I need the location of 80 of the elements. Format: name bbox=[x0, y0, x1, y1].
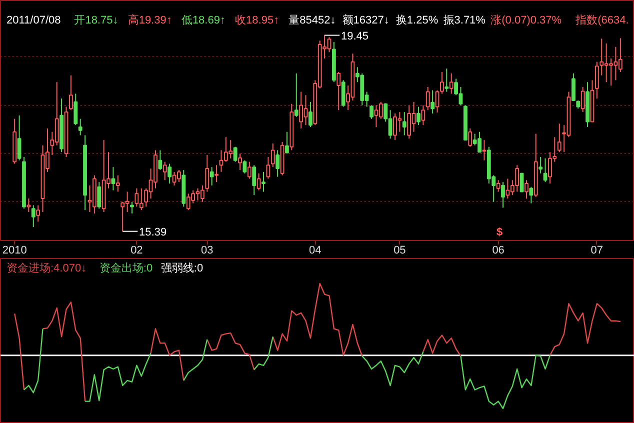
candlestick bbox=[233, 146, 238, 162]
candlestick bbox=[285, 131, 289, 154]
candlestick bbox=[294, 72, 298, 118]
candlestick bbox=[205, 154, 210, 192]
candlestick bbox=[496, 180, 500, 192]
candlestick bbox=[168, 163, 172, 184]
x-tick-label: 03 bbox=[201, 244, 214, 256]
candlestick bbox=[26, 198, 31, 213]
annotation: 19.45 bbox=[340, 30, 369, 42]
candlestick bbox=[111, 166, 116, 191]
annotation: 收18.95↑ bbox=[235, 14, 280, 26]
candlestick bbox=[262, 171, 266, 192]
annotation: 15.39 bbox=[139, 226, 167, 238]
candlestick bbox=[78, 118, 82, 136]
candlestick bbox=[299, 91, 304, 129]
candlestick bbox=[158, 150, 162, 170]
annotation: 2011/07/08 bbox=[6, 14, 61, 26]
candlestick bbox=[247, 161, 252, 180]
candlestick bbox=[200, 184, 204, 202]
candlestick bbox=[571, 72, 576, 101]
candlestick bbox=[252, 164, 256, 196]
text: 强弱线:0 bbox=[160, 262, 204, 274]
candlestick bbox=[407, 104, 412, 140]
annotation: $ bbox=[496, 226, 503, 238]
candlestick bbox=[580, 86, 585, 113]
candlestick bbox=[501, 182, 505, 208]
candlestick bbox=[266, 156, 270, 180]
candlestick bbox=[370, 104, 374, 120]
candlestick bbox=[162, 161, 167, 181]
candlestick bbox=[238, 153, 242, 170]
candlestick bbox=[416, 106, 420, 126]
candlestick bbox=[543, 158, 548, 183]
candlestick bbox=[256, 172, 261, 191]
x-tick-label: 06 bbox=[492, 244, 504, 256]
candlestick bbox=[270, 142, 275, 168]
candlestick bbox=[449, 72, 454, 94]
candlestick bbox=[308, 101, 312, 128]
candlestick bbox=[17, 114, 22, 161]
candlestick bbox=[31, 204, 36, 228]
candlestick bbox=[557, 123, 562, 153]
candlestick bbox=[68, 74, 73, 111]
candlestick bbox=[444, 68, 449, 92]
candlestick bbox=[402, 112, 406, 136]
candlestick bbox=[130, 201, 134, 214]
candlestick bbox=[426, 86, 430, 111]
annotation: 额16327↓ bbox=[342, 14, 390, 26]
candlestick bbox=[242, 160, 247, 174]
candlestick bbox=[276, 150, 280, 178]
annotation: 指数(6634. bbox=[574, 14, 629, 26]
candlestick bbox=[468, 128, 472, 148]
candlestick bbox=[36, 204, 40, 222]
candlestick bbox=[97, 182, 102, 210]
candlestick bbox=[524, 180, 528, 199]
candlestick bbox=[341, 80, 346, 108]
x-tick-label: 07 bbox=[590, 244, 604, 256]
annotation: 量85452↓ bbox=[288, 14, 336, 26]
annotation: 开18.75↓ bbox=[74, 14, 118, 26]
annotation: 涨(0.07)0.37% bbox=[490, 14, 562, 26]
x-tick-label: 02 bbox=[130, 244, 143, 256]
candlestick bbox=[529, 186, 534, 204]
candlestick bbox=[214, 164, 218, 183]
candlestick bbox=[482, 140, 486, 161]
text: 资金进场:4.070↓ bbox=[6, 262, 87, 274]
candlestick bbox=[430, 90, 435, 114]
candlestick bbox=[618, 38, 622, 72]
x-tick-label: 2010 bbox=[2, 244, 27, 256]
candlestick bbox=[594, 61, 599, 100]
candlestick bbox=[210, 166, 214, 186]
candlestick bbox=[336, 71, 341, 111]
x-tick-label: 05 bbox=[394, 244, 406, 256]
annotation: 换1.25% bbox=[396, 14, 438, 26]
candlestick bbox=[74, 93, 78, 126]
annotation: 振3.71% bbox=[443, 14, 486, 26]
text: 资金出场:0 bbox=[99, 262, 153, 274]
annotation: 低18.69↑ bbox=[181, 14, 226, 26]
candlestick bbox=[421, 104, 426, 126]
annotation: 高19.39↑ bbox=[128, 14, 172, 26]
candlestick bbox=[116, 174, 120, 192]
candlestick bbox=[538, 156, 543, 174]
x-tick-label: 04 bbox=[309, 244, 322, 256]
